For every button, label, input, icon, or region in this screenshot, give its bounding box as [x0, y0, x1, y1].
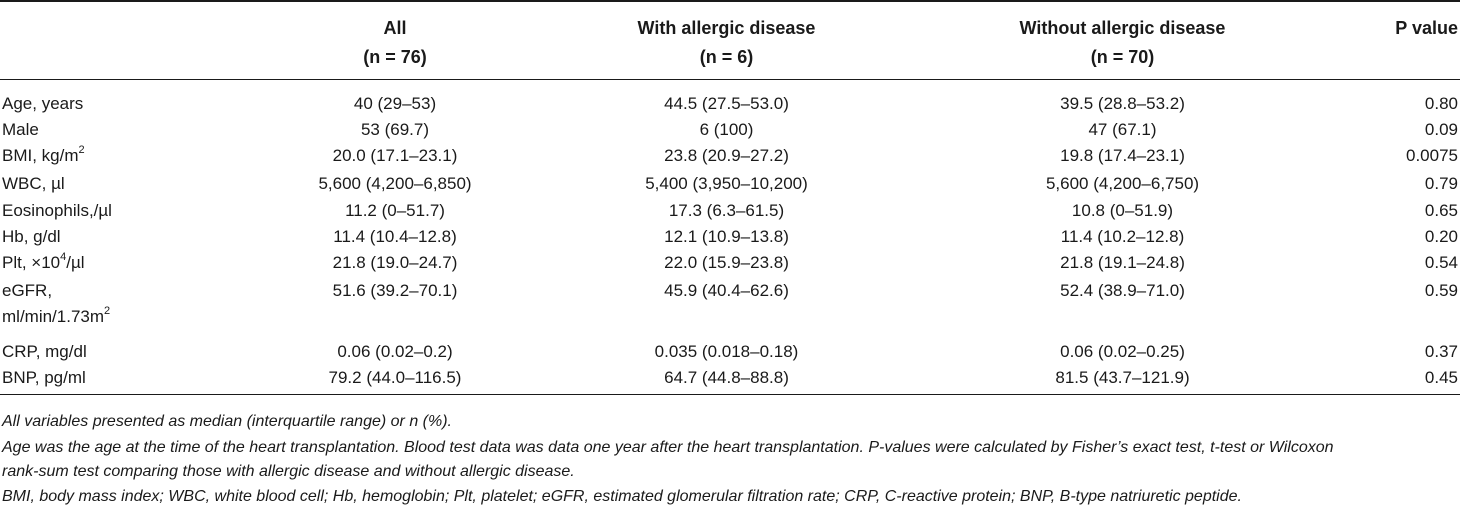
- row-label-sup: 4: [60, 251, 67, 264]
- header-all: All (n = 76): [215, 14, 575, 72]
- cell-all: 79.2 (44.0–116.5): [328, 368, 462, 387]
- cell-all: 51.6 (39.2–70.1): [332, 281, 458, 300]
- row-label: CRP, mg/dl: [2, 342, 87, 361]
- cell-without: 10.8 (0–51.9): [1071, 201, 1174, 220]
- cell-p: 0.0075: [1406, 146, 1458, 165]
- cell-with: 23.8 (20.9–27.2): [664, 146, 789, 165]
- cell-all: 5,600 (4,200–6,850): [318, 174, 472, 193]
- cell-with: 0.035 (0.018–0.18): [654, 342, 799, 361]
- cell-p: 0.45: [1424, 368, 1458, 387]
- row-label-sup: 2: [104, 305, 111, 318]
- cell-without: 0.06 (0.02–0.25): [1060, 342, 1185, 361]
- cell-without: 19.8 (17.4–23.1): [1060, 146, 1185, 165]
- cell-without: 47 (67.1): [1088, 120, 1157, 139]
- row-label: Male: [2, 120, 39, 139]
- row-label-line2: ml/min/1.73m2: [2, 304, 110, 330]
- footnote-2: Age was the age at the time of the heart…: [2, 439, 1334, 456]
- cell-all: 53 (69.7): [360, 120, 430, 139]
- cell-without: 81.5 (43.7–121.9): [1055, 368, 1190, 387]
- row-label: WBC, µl: [2, 174, 65, 193]
- cell-all: 11.2 (0–51.7): [345, 201, 445, 220]
- row-label: Eosinophils,/µl: [2, 201, 112, 220]
- cell-with: 6 (100): [699, 120, 754, 139]
- cell-with: 17.3 (6.3–61.5): [668, 201, 785, 220]
- cell-p: 0.80: [1424, 94, 1458, 113]
- cell-with: 44.5 (27.5–53.0): [664, 94, 789, 113]
- header-rule: [0, 79, 1460, 80]
- cell-p: 0.37: [1424, 342, 1458, 361]
- cell-with: 64.7 (44.8–88.8): [664, 368, 789, 387]
- cell-p: 0.09: [1424, 120, 1458, 139]
- footnote-3: rank-sum test comparing those with aller…: [2, 463, 575, 480]
- header-p-title: P value: [1395, 18, 1458, 38]
- cell-without: 52.4 (38.9–71.0): [1060, 281, 1185, 300]
- cell-all: 11.4 (10.4–12.8): [333, 227, 457, 246]
- cell-all: 20.0 (17.1–23.1): [332, 146, 458, 165]
- cell-without: 11.4 (10.2–12.8): [1060, 227, 1185, 246]
- footnote-4: BMI, body mass index; WBC, white blood c…: [2, 488, 1242, 505]
- cell-without: 39.5 (28.8–53.2): [1060, 94, 1185, 113]
- row-label-text: Plt, ×10: [2, 253, 61, 272]
- row-label: Plt, ×104/µl: [2, 250, 85, 276]
- row-label-suffix: /µl: [66, 253, 85, 272]
- row-label: BNP, pg/ml: [2, 368, 86, 387]
- row-label-line2-text: ml/min/1.73m: [2, 307, 105, 326]
- header-without-allergic: Without allergic disease (n = 70): [950, 14, 1295, 72]
- cell-p: 0.59: [1424, 281, 1458, 300]
- header-all-title: All: [383, 18, 407, 38]
- row-label-text: BMI, kg/m: [2, 146, 79, 165]
- top-rule: [0, 0, 1460, 2]
- bottom-rule: [0, 394, 1460, 395]
- row-label-sup: 2: [78, 144, 85, 157]
- header-with-n: (n = 6): [699, 47, 754, 67]
- cell-all: 0.06 (0.02–0.2): [337, 342, 453, 361]
- cell-with: 12.1 (10.9–13.8): [664, 227, 789, 246]
- header-p-value: P value: [1345, 14, 1458, 43]
- cell-with: 22.0 (15.9–23.8): [664, 253, 789, 272]
- row-label: BMI, kg/m2: [2, 143, 85, 169]
- cell-without: 5,600 (4,200–6,750): [1045, 174, 1200, 193]
- cell-with: 5,400 (3,950–10,200): [645, 174, 808, 193]
- row-label: Hb, g/dl: [2, 227, 61, 246]
- cell-p: 0.20: [1424, 227, 1458, 246]
- header-with-title: With allergic disease: [637, 18, 816, 38]
- row-label: Age, years: [2, 94, 84, 113]
- header-all-n: (n = 76): [363, 47, 427, 67]
- header-without-n: (n = 70): [1090, 47, 1155, 67]
- header-with-allergic: With allergic disease (n = 6): [539, 14, 914, 72]
- row-label-line1: eGFR,: [2, 281, 53, 300]
- cell-with: 45.9 (40.4–62.6): [664, 281, 789, 300]
- cell-p: 0.54: [1424, 253, 1458, 272]
- footnote-1: All variables presented as median (inter…: [2, 413, 452, 430]
- cell-without: 21.8 (19.1–24.8): [1060, 253, 1185, 272]
- cell-all: 21.8 (19.0–24.7): [332, 253, 458, 272]
- row-label: eGFR, ml/min/1.73m2: [2, 278, 110, 330]
- header-without-title: Without allergic disease: [1019, 18, 1226, 38]
- cell-p: 0.79: [1424, 174, 1458, 193]
- cell-all: 40 (29–53): [353, 94, 437, 113]
- cell-p: 0.65: [1424, 201, 1458, 220]
